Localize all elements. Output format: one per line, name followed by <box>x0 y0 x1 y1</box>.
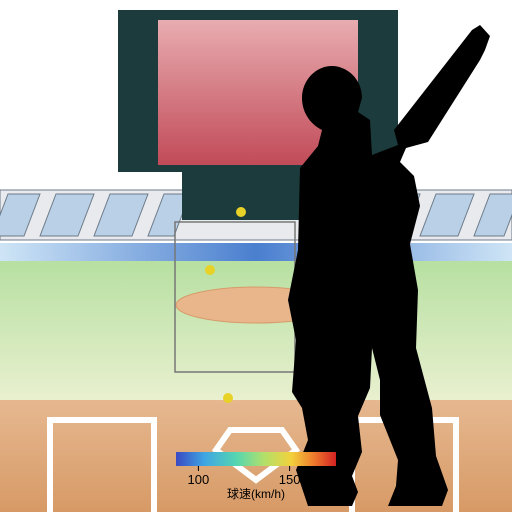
outfield-stripe <box>0 243 512 261</box>
colorbar-tick-label: 100 <box>188 472 210 487</box>
pitch-marker <box>236 207 246 217</box>
grass <box>0 261 512 400</box>
colorbar-label: 球速(km/h) <box>227 487 285 501</box>
pitch-marker <box>205 265 215 275</box>
speed-colorbar <box>176 452 336 466</box>
pitch-marker <box>223 393 233 403</box>
pitch-chart: 100 150球速(km/h) <box>0 0 512 512</box>
colorbar-tick-label: 150 <box>279 472 301 487</box>
